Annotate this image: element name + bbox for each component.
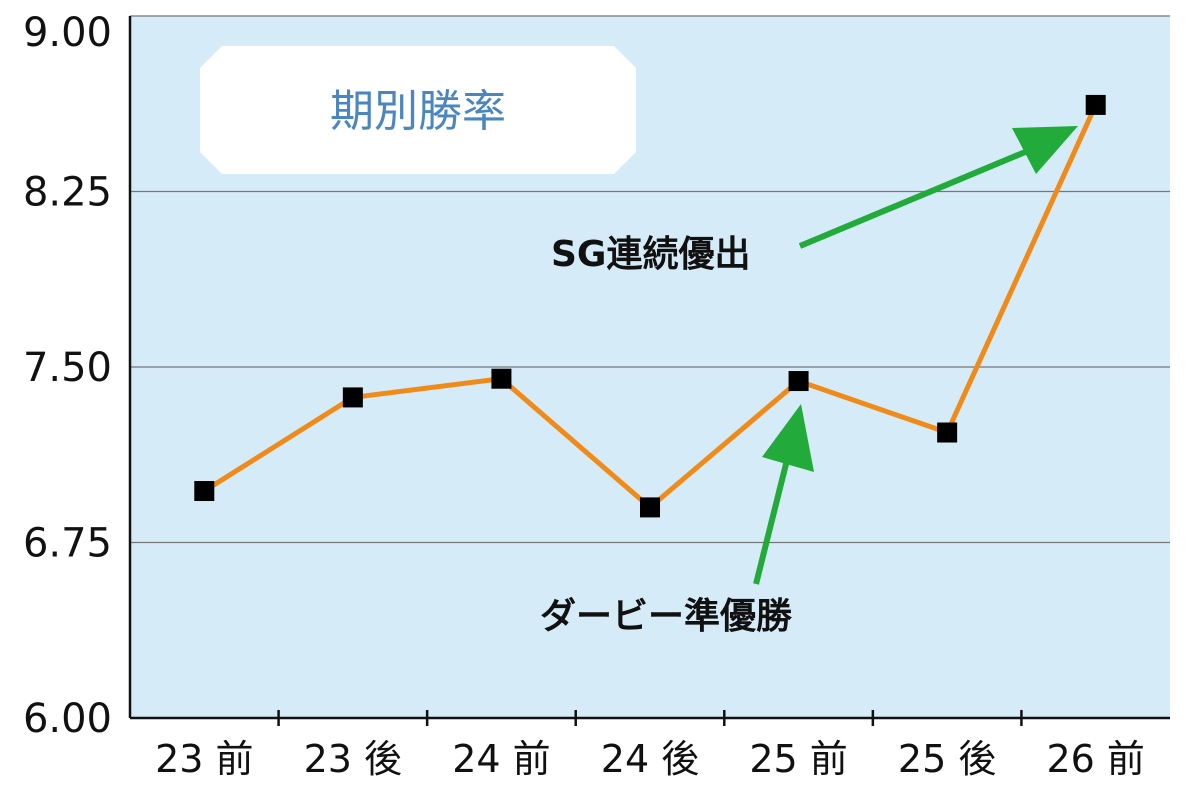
data-point-marker: [788, 371, 809, 392]
data-point-marker: [491, 368, 512, 389]
annotation-label: ダービー準優勝: [540, 596, 793, 637]
axes: [128, 16, 1170, 720]
y-tick-label: 6.00: [23, 696, 112, 742]
annotation-arrow-shaft: [753, 447, 793, 585]
data-point-marker: [937, 422, 958, 443]
x-tick-marks: [277, 710, 1023, 726]
x-tick-label: 25 後: [898, 737, 996, 781]
x-tick-label: 24 前: [452, 737, 550, 781]
gridlines: [130, 15, 1170, 544]
annotation-arrow-shaft: [798, 147, 1032, 249]
chart-title: 期別勝率: [330, 86, 506, 137]
annotation-derby: ダービー準優勝: [540, 404, 814, 637]
x-tick-labels: 23 前 23 後 24 前 24 後 25 前 25 後 26 前: [155, 737, 1145, 781]
chart-title-box: 期別勝率: [200, 46, 636, 174]
annotation-arrow-head: [762, 404, 814, 472]
data-point-marker: [1085, 94, 1106, 115]
data-series: [194, 94, 1106, 518]
y-tick-label: 9.00: [23, 10, 112, 56]
x-tick-label: 25 前: [749, 737, 847, 781]
annotation-sg: SG連続優出: [551, 126, 1078, 275]
annotation-label: SG連続優出: [551, 234, 750, 275]
x-tick-label: 23 後: [304, 737, 402, 781]
y-tick-labels: 9.00 8.25 7.50 6.75 6.00: [23, 10, 112, 742]
title-badge: [200, 46, 636, 174]
x-tick-label: 24 後: [601, 737, 699, 781]
data-point-marker: [194, 481, 215, 502]
annotation-arrow-head: [1012, 126, 1078, 174]
x-tick-label: 23 前: [155, 737, 253, 781]
data-point-marker: [640, 497, 660, 518]
y-tick-label: 6.75: [23, 521, 112, 567]
annotations: SG連続優出 ダービー準優勝: [540, 126, 1078, 637]
x-tick-label: 26 前: [1046, 737, 1144, 781]
data-point-marker: [342, 387, 363, 408]
y-tick-label: 7.50: [23, 345, 112, 391]
y-tick-label: 8.25: [23, 170, 112, 216]
